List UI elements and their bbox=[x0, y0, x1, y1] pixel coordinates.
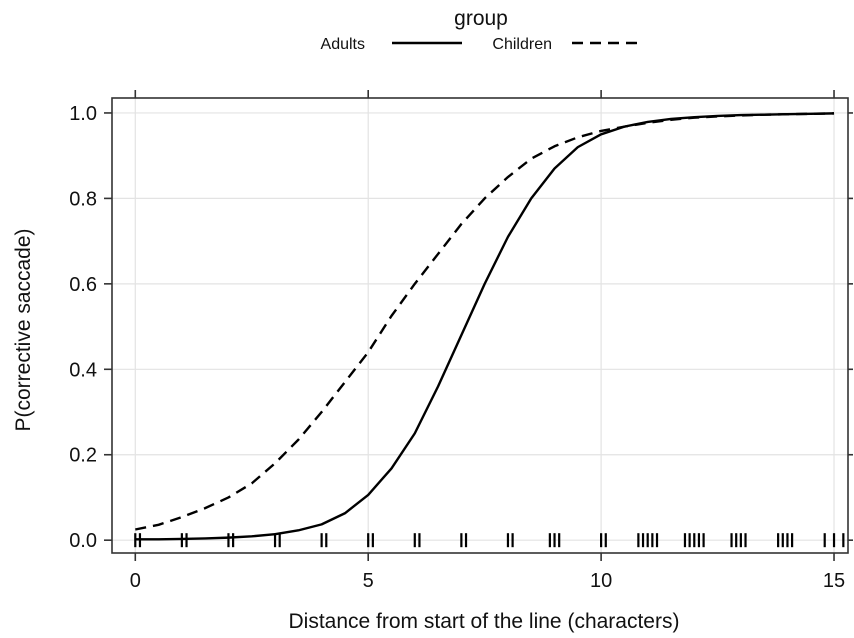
x-axis-label: Distance from start of the line (charact… bbox=[289, 610, 680, 633]
y-axis-label: P(corrective saccade) bbox=[12, 228, 35, 431]
x-tick-label-2: 10 bbox=[590, 570, 612, 592]
legend-label-children: Children bbox=[492, 36, 552, 53]
plot-frame bbox=[111, 97, 849, 554]
legend-label-adults: Adults bbox=[321, 36, 365, 53]
legend: group Adults Children bbox=[321, 7, 642, 53]
y-tick-label-3: 0.6 bbox=[69, 274, 97, 296]
y-tick-label-4: 0.8 bbox=[69, 188, 97, 210]
rug-marks bbox=[134, 533, 845, 548]
y-tick-label-2: 0.4 bbox=[69, 359, 97, 381]
series-lines bbox=[135, 112, 835, 541]
series-line-adults bbox=[135, 112, 835, 541]
x-tick-label-3: 15 bbox=[823, 570, 845, 592]
grid bbox=[112, 98, 848, 553]
y-tick-label-5: 1.0 bbox=[69, 103, 97, 125]
x-tick-label-0: 0 bbox=[130, 570, 141, 592]
y-tick-label-0: 0.0 bbox=[69, 530, 97, 552]
series-line-children bbox=[135, 112, 835, 531]
y-tick-label-1: 0.2 bbox=[69, 445, 97, 467]
legend-title: group bbox=[454, 7, 508, 30]
x-tick-label-1: 5 bbox=[363, 570, 374, 592]
axes: 0 5 10 15 0.0 0.2 0.4 0.6 0.8 1.0 bbox=[69, 90, 853, 592]
